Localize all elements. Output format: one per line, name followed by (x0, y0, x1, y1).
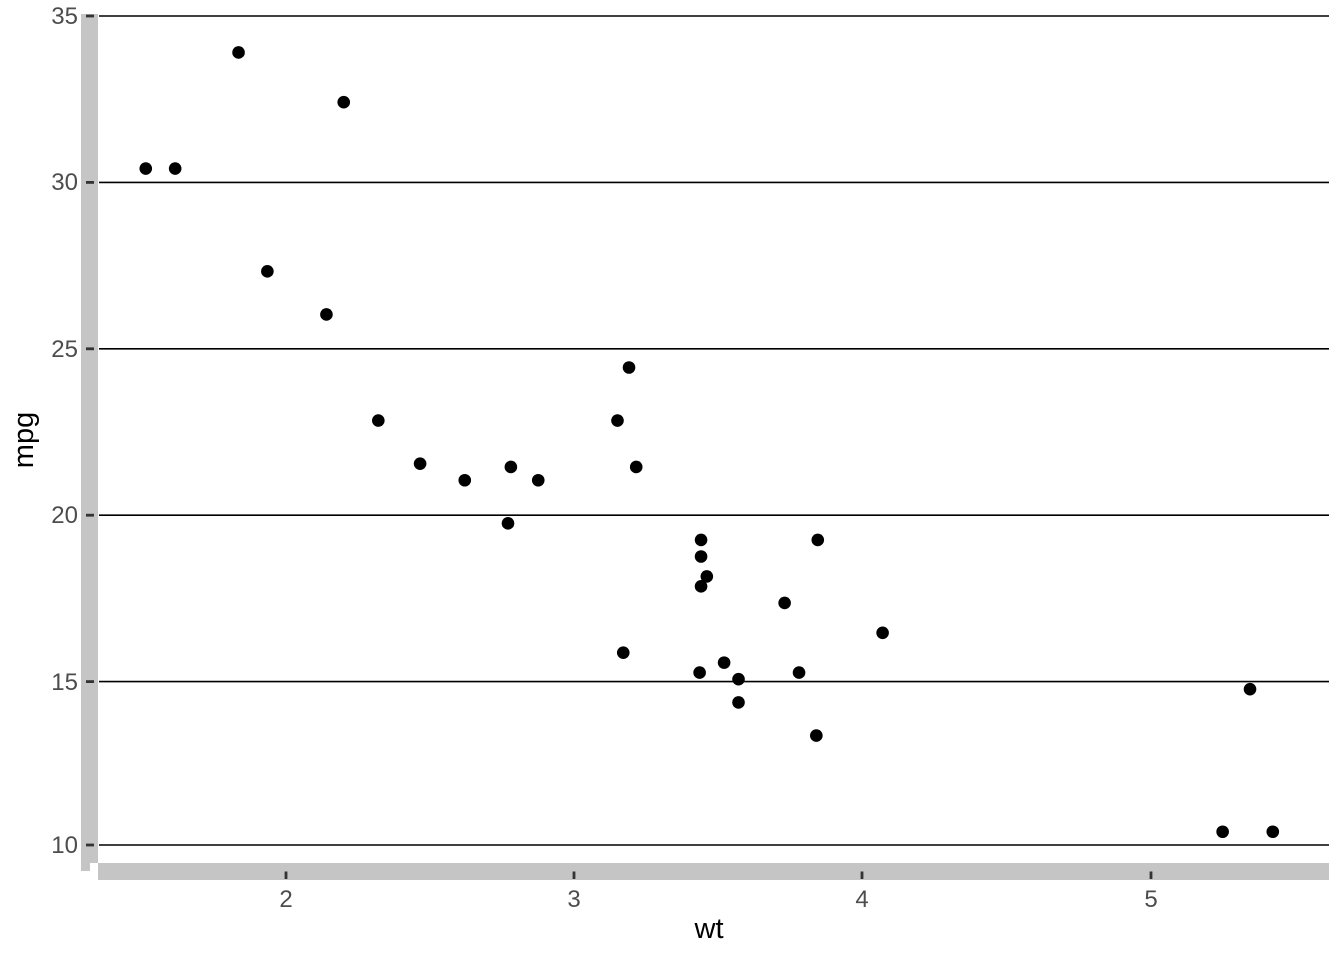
svg-text:3: 3 (567, 886, 580, 913)
svg-text:wt: wt (694, 913, 724, 945)
svg-text:mpg: mpg (8, 412, 40, 468)
svg-text:4: 4 (855, 886, 868, 913)
svg-text:10: 10 (51, 832, 78, 859)
svg-text:20: 20 (51, 502, 78, 529)
svg-text:15: 15 (51, 669, 78, 696)
svg-text:35: 35 (51, 3, 78, 30)
svg-text:30: 30 (51, 169, 78, 196)
svg-text:2: 2 (279, 886, 292, 913)
svg-text:5: 5 (1144, 886, 1157, 913)
svg-text:25: 25 (51, 336, 78, 363)
